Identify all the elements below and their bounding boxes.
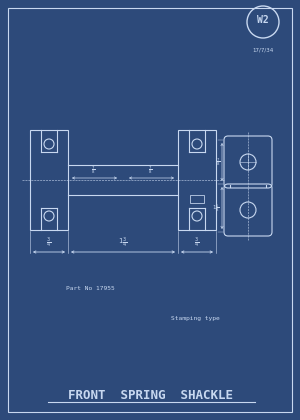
Text: $\frac{7}{8}$: $\frac{7}{8}$ [91, 164, 96, 176]
Text: $1\frac{5}{8}$: $1\frac{5}{8}$ [212, 202, 220, 214]
Text: $\frac{3}{4}$: $\frac{3}{4}$ [46, 236, 52, 250]
Text: $\frac{7}{8}$: $\frac{7}{8}$ [216, 156, 220, 168]
Text: W2: W2 [257, 15, 269, 25]
Bar [190, 195, 204, 203]
Text: Part No 17955: Part No 17955 [66, 286, 114, 291]
Text: $\frac{3}{4}$: $\frac{3}{4}$ [194, 236, 200, 250]
Bar [178, 130, 216, 230]
Text: FRONT  SPRING  SHACKLE: FRONT SPRING SHACKLE [68, 388, 232, 402]
Text: Stamping type: Stamping type [171, 315, 219, 320]
Text: $\frac{7}{8}$: $\frac{7}{8}$ [148, 164, 153, 176]
Bar [30, 130, 68, 230]
Text: $1\frac{3}{4}$: $1\frac{3}{4}$ [118, 236, 128, 250]
Text: 17/7/34: 17/7/34 [252, 47, 274, 52]
